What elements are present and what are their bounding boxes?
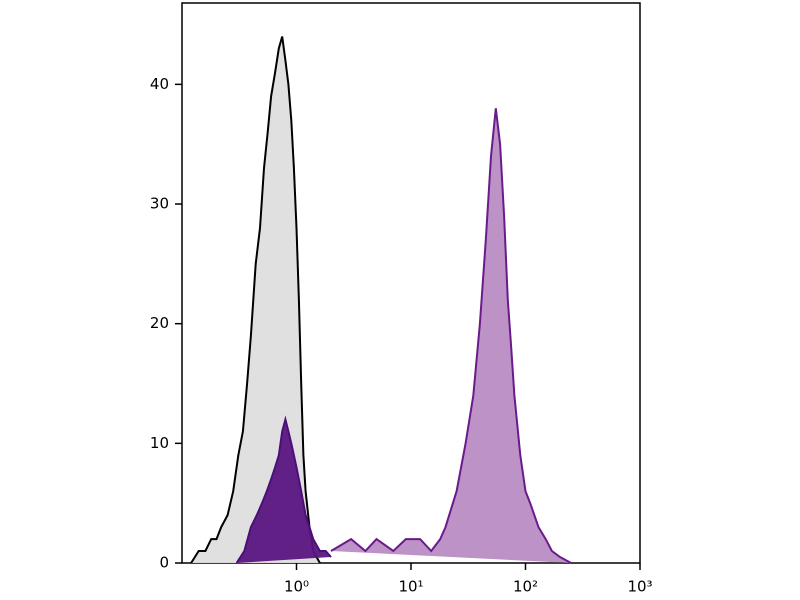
- y-tick-label: 0: [159, 554, 169, 572]
- x-tick-label: 10²: [513, 578, 538, 596]
- y-tick-label: 40: [150, 75, 169, 93]
- y-tick-label: 20: [150, 314, 169, 332]
- y-tick-label: 10: [150, 434, 169, 452]
- x-tick-label: 10⁰: [284, 578, 309, 596]
- histogram-area: [330, 108, 572, 564]
- x-tick-label: 10³: [627, 578, 652, 596]
- histogram-area: [235, 415, 332, 564]
- x-tick-label: 10¹: [398, 578, 423, 596]
- y-tick-label: 30: [150, 195, 169, 213]
